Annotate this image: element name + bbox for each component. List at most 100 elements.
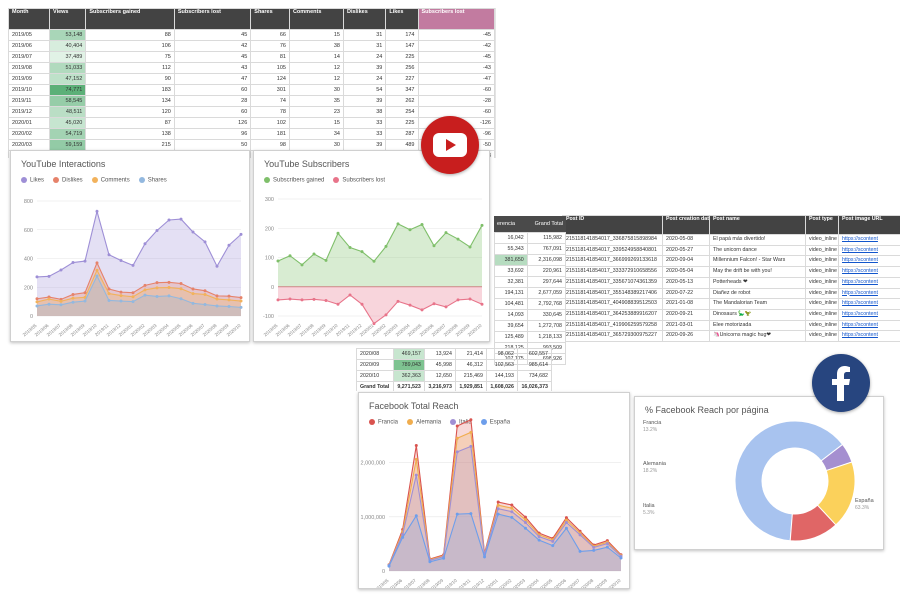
data-point[interactable] [203,303,207,306]
table-cell[interactable]: 2020-09-04 [662,255,710,268]
data-point[interactable] [510,503,514,507]
table-cell[interactable]: 34 [288,128,344,140]
table-cell[interactable]: 115,982 [526,232,566,244]
data-point[interactable] [432,302,436,306]
table-cell[interactable]: 2020-05-04 [662,266,710,278]
table-cell[interactable]: 215118141854017_339524958840801 [562,244,663,257]
table-cell[interactable]: 2020/02 [8,128,50,140]
data-point[interactable] [35,275,39,279]
table-cell[interactable]: 53,148 [48,29,87,41]
data-point[interactable] [496,503,500,507]
data-point[interactable] [143,293,147,297]
table-cell[interactable]: 15 [288,29,344,41]
table-cell[interactable]: 45,998 [423,359,456,371]
table-cell[interactable]: 38 [342,106,387,118]
data-point[interactable] [442,556,446,560]
table-cell[interactable]: 2019/10 [8,84,50,96]
table-cell[interactable]: 1,608,026 [485,381,518,391]
table-cell[interactable]: 183 [85,84,175,96]
data-point[interactable] [107,298,111,302]
table-cell[interactable]: 174 [385,29,419,41]
table-cell[interactable]: 2019/12 [8,106,50,118]
data-point[interactable] [564,516,568,520]
pie-slice[interactable] [789,504,837,542]
data-point[interactable] [83,295,87,299]
table-cell[interactable]: video_inline [805,330,839,343]
table-cell[interactable]: 81 [250,51,290,63]
table-cell[interactable]: 90 [85,73,175,85]
table-cell[interactable]: 39 [342,62,387,74]
data-point[interactable] [191,230,195,234]
data-point[interactable] [564,526,568,530]
data-point[interactable] [312,297,316,301]
data-point[interactable] [167,286,171,290]
legend-entry[interactable]: Dislikes [53,177,83,184]
data-point[interactable] [215,264,219,268]
table-cell[interactable]: 362,363 [392,370,425,382]
table-cell[interactable]: 14 [288,51,344,63]
table-cell[interactable]: 469,157 [392,348,425,360]
table-cell[interactable]: -28 [417,95,495,107]
table-cell[interactable]: video_inline [805,266,839,278]
data-point[interactable] [179,217,183,221]
data-point[interactable] [420,222,424,226]
table-cell[interactable]: 1,272,708 [526,320,566,332]
data-point[interactable] [414,457,418,461]
table-cell[interactable]: 3,216,973 [423,381,456,391]
data-point[interactable] [59,299,63,303]
table-cell[interactable]: 31 [342,40,387,52]
data-point[interactable] [468,245,472,249]
data-point[interactable] [414,514,418,518]
post-image-link[interactable]: https://scontent [838,319,900,332]
data-point[interactable] [468,297,472,301]
data-point[interactable] [510,506,514,510]
data-point[interactable] [35,300,39,304]
post-image-link[interactable]: https://scontent [838,298,900,310]
table-cell[interactable]: 48,511 [48,106,87,118]
yt-col-header[interactable]: Subscribers lost [417,8,495,30]
data-point[interactable] [143,242,147,246]
data-point[interactable] [336,302,340,306]
data-point[interactable] [131,300,135,304]
table-cell[interactable]: 2019/09 [8,73,50,85]
table-cell[interactable]: 66 [250,29,290,41]
data-point[interactable] [276,259,280,263]
table-cell[interactable]: 767,091 [526,243,566,255]
data-point[interactable] [348,293,352,297]
data-point[interactable] [455,450,459,454]
table-cell[interactable]: 28 [173,95,252,107]
data-point[interactable] [215,304,219,308]
table-cell[interactable]: 78 [250,106,290,118]
table-cell[interactable]: 120 [85,106,175,118]
table-cell[interactable]: 21,414 [454,348,487,360]
post-image-link[interactable]: https://scontent [838,266,900,278]
data-point[interactable] [496,512,500,516]
data-point[interactable] [59,268,63,272]
data-point[interactable] [324,298,328,302]
data-point[interactable] [551,544,555,548]
table-cell[interactable]: 45,020 [48,117,87,129]
table-cell[interactable]: 2020/01 [8,117,50,129]
data-point[interactable] [95,268,99,272]
pie-slice[interactable] [734,420,844,542]
data-point[interactable] [107,253,111,257]
data-point[interactable] [155,294,159,298]
data-point[interactable] [537,538,541,542]
data-point[interactable] [408,303,412,307]
data-point[interactable] [227,243,231,247]
table-cell[interactable]: 58,545 [48,95,87,107]
table-cell[interactable]: -45 [417,51,495,63]
post-image-link[interactable]: https://scontent [838,308,900,321]
table-cell[interactable]: 1,929,851 [454,381,487,391]
posts-col-header[interactable]: Post type [805,215,839,235]
table-cell[interactable]: 2020-05-27 [662,244,710,257]
data-point[interactable] [227,298,231,302]
table-cell[interactable]: 104,481 [494,298,528,310]
table-cell[interactable]: 15 [288,117,344,129]
table-cell[interactable]: 47,152 [48,73,87,85]
data-point[interactable] [384,313,388,317]
data-point[interactable] [469,512,473,516]
table-cell[interactable]: 🦄Unicorns magic hug❤ [709,330,806,343]
data-point[interactable] [95,209,99,213]
post-image-link[interactable]: https://scontent [838,276,900,289]
